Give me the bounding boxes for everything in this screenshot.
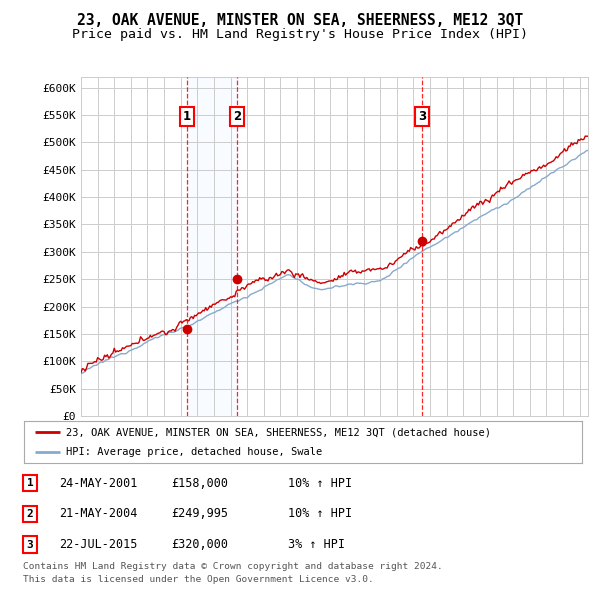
Text: 3: 3 (26, 540, 34, 549)
Text: This data is licensed under the Open Government Licence v3.0.: This data is licensed under the Open Gov… (23, 575, 374, 584)
Text: 23, OAK AVENUE, MINSTER ON SEA, SHEERNESS, ME12 3QT (detached house): 23, OAK AVENUE, MINSTER ON SEA, SHEERNES… (66, 427, 491, 437)
Text: 3% ↑ HPI: 3% ↑ HPI (288, 538, 345, 551)
Text: 22-JUL-2015: 22-JUL-2015 (59, 538, 137, 551)
Text: 10% ↑ HPI: 10% ↑ HPI (288, 507, 352, 520)
Text: £320,000: £320,000 (171, 538, 228, 551)
Text: 2: 2 (26, 509, 34, 519)
Text: Contains HM Land Registry data © Crown copyright and database right 2024.: Contains HM Land Registry data © Crown c… (23, 562, 443, 571)
Bar (187, 77, 237, 416)
Text: 23, OAK AVENUE, MINSTER ON SEA, SHEERNESS, ME12 3QT: 23, OAK AVENUE, MINSTER ON SEA, SHEERNES… (77, 13, 523, 28)
Text: 1: 1 (26, 478, 34, 488)
Text: 3: 3 (418, 110, 427, 123)
Text: £249,995: £249,995 (171, 507, 228, 520)
Text: 1: 1 (183, 110, 191, 123)
Text: Price paid vs. HM Land Registry's House Price Index (HPI): Price paid vs. HM Land Registry's House … (72, 28, 528, 41)
Text: £158,000: £158,000 (171, 477, 228, 490)
Text: 10% ↑ HPI: 10% ↑ HPI (288, 477, 352, 490)
Text: 2: 2 (233, 110, 241, 123)
Text: 21-MAY-2004: 21-MAY-2004 (59, 507, 137, 520)
Text: HPI: Average price, detached house, Swale: HPI: Average price, detached house, Swal… (66, 447, 322, 457)
Text: 24-MAY-2001: 24-MAY-2001 (59, 477, 137, 490)
